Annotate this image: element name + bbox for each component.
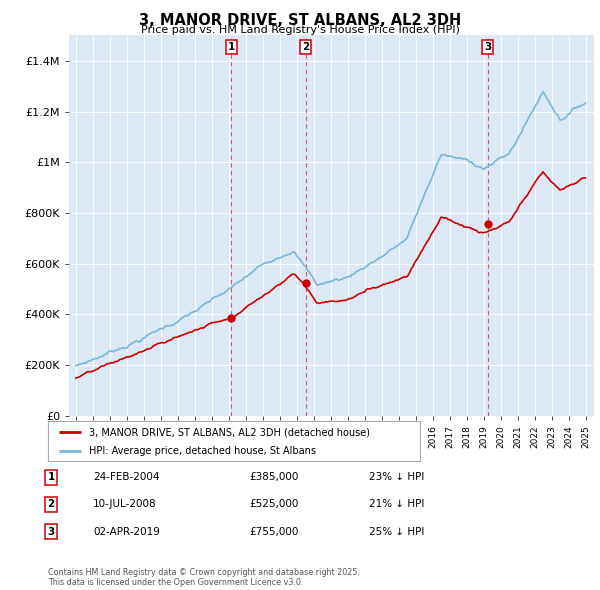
Text: 3, MANOR DRIVE, ST ALBANS, AL2 3DH (detached house): 3, MANOR DRIVE, ST ALBANS, AL2 3DH (deta… bbox=[89, 427, 370, 437]
Text: 1: 1 bbox=[227, 42, 235, 52]
Text: HPI: Average price, detached house, St Albans: HPI: Average price, detached house, St A… bbox=[89, 445, 316, 455]
Text: 24-FEB-2004: 24-FEB-2004 bbox=[93, 473, 160, 482]
Text: 3, MANOR DRIVE, ST ALBANS, AL2 3DH: 3, MANOR DRIVE, ST ALBANS, AL2 3DH bbox=[139, 13, 461, 28]
Text: 10-JUL-2008: 10-JUL-2008 bbox=[93, 500, 157, 509]
Text: £385,000: £385,000 bbox=[249, 473, 298, 482]
Text: 3: 3 bbox=[47, 527, 55, 536]
Text: Price paid vs. HM Land Registry's House Price Index (HPI): Price paid vs. HM Land Registry's House … bbox=[140, 25, 460, 35]
Text: 02-APR-2019: 02-APR-2019 bbox=[93, 527, 160, 536]
Text: £525,000: £525,000 bbox=[249, 500, 298, 509]
Text: 1: 1 bbox=[47, 473, 55, 482]
Text: 3: 3 bbox=[484, 42, 491, 52]
Text: 25% ↓ HPI: 25% ↓ HPI bbox=[369, 527, 424, 536]
Text: Contains HM Land Registry data © Crown copyright and database right 2025.
This d: Contains HM Land Registry data © Crown c… bbox=[48, 568, 360, 587]
Text: 2: 2 bbox=[302, 42, 309, 52]
Text: 23% ↓ HPI: 23% ↓ HPI bbox=[369, 473, 424, 482]
Text: 21% ↓ HPI: 21% ↓ HPI bbox=[369, 500, 424, 509]
Text: £755,000: £755,000 bbox=[249, 527, 298, 536]
Text: 2: 2 bbox=[47, 500, 55, 509]
